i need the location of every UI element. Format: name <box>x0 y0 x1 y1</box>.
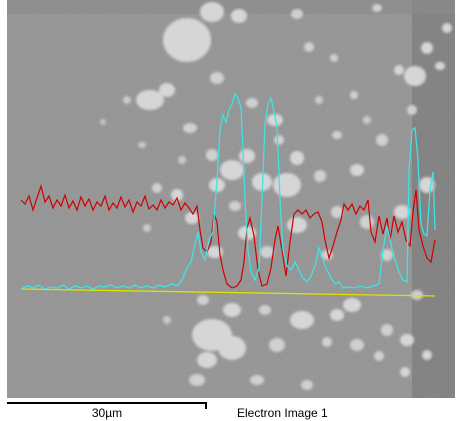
sem-particle <box>229 201 241 211</box>
sem-particle <box>360 215 374 229</box>
sem-particle <box>363 116 371 124</box>
sem-particle <box>273 173 301 197</box>
sem-particle <box>269 338 285 352</box>
sem-particle <box>163 18 211 62</box>
sem-particle <box>197 295 209 305</box>
sem-particle <box>210 72 224 84</box>
sem-particle <box>250 375 264 385</box>
sem-particle <box>407 105 417 115</box>
linescan-cyan-trace <box>20 92 436 290</box>
linescan-yellow-trace <box>20 288 436 297</box>
sem-particle <box>223 303 241 317</box>
sem-particle <box>314 170 326 182</box>
sem-particle <box>400 367 410 377</box>
sem-particle <box>138 142 146 148</box>
sem-particle <box>290 311 314 329</box>
sem-particle <box>321 250 333 260</box>
scale-bar-line <box>7 402 207 404</box>
sem-particle <box>422 350 432 360</box>
sem-particle <box>200 2 224 22</box>
sem-particle <box>252 173 272 191</box>
sem-particle <box>143 224 151 232</box>
scale-bar-label: 30µm <box>91 406 123 420</box>
image-title: Electron Image 1 <box>237 406 328 420</box>
sem-particles <box>100 2 452 390</box>
sem-particle <box>400 334 414 346</box>
sem-particle <box>239 149 255 163</box>
sem-particle <box>152 183 162 193</box>
sem-particle <box>419 177 435 193</box>
sem-particle <box>350 339 364 351</box>
sem-particle <box>330 54 338 62</box>
sem-particle <box>231 9 247 23</box>
sem-particle <box>332 131 342 139</box>
sem-particle <box>372 4 382 12</box>
sem-particle <box>123 96 131 104</box>
sem-particle <box>315 96 323 104</box>
sem-particle <box>163 316 171 324</box>
sem-particle <box>394 65 404 75</box>
sem-particle <box>189 374 205 386</box>
sem-particle <box>376 134 388 146</box>
sem-particle <box>246 98 258 108</box>
sem-particle <box>350 91 358 99</box>
sem-particle <box>374 351 384 361</box>
sem-micrograph <box>7 0 455 398</box>
sem-particle <box>259 305 271 315</box>
sem-particle <box>171 189 183 201</box>
sem-particle <box>304 42 314 52</box>
sem-particle <box>100 119 106 125</box>
sem-particle <box>218 336 246 360</box>
sem-particle <box>301 380 313 390</box>
sem-particle <box>343 298 361 312</box>
sem-particle <box>322 337 332 347</box>
sem-particle <box>404 66 426 86</box>
sem-particle <box>381 249 393 261</box>
sem-particle <box>290 151 304 165</box>
sem-particle <box>267 114 283 126</box>
sem-particle <box>381 324 393 336</box>
sem-top-band <box>7 0 455 14</box>
sem-particle <box>435 62 445 70</box>
linescan-red-trace <box>20 183 436 289</box>
sem-particle <box>287 217 307 233</box>
scale-bar: 30µm <box>7 402 207 421</box>
sem-particle <box>136 90 164 110</box>
sem-particle <box>350 164 364 176</box>
sem-particle <box>260 246 274 258</box>
sem-particle <box>183 123 197 133</box>
scale-bar-tick <box>205 402 207 409</box>
sem-particle <box>394 205 410 219</box>
sem-particle <box>291 9 303 19</box>
sem-particle <box>220 160 244 180</box>
sem-particle <box>421 42 433 54</box>
sem-particle <box>185 212 199 224</box>
sem-particle <box>331 206 343 218</box>
sem-particle <box>274 135 284 145</box>
sem-particle <box>159 83 175 97</box>
sem-particle <box>197 352 217 368</box>
sem-particle <box>206 149 218 161</box>
sem-particle <box>178 156 186 164</box>
sem-particle <box>411 290 423 300</box>
sem-particle <box>330 309 344 321</box>
sem-particle <box>442 23 452 33</box>
